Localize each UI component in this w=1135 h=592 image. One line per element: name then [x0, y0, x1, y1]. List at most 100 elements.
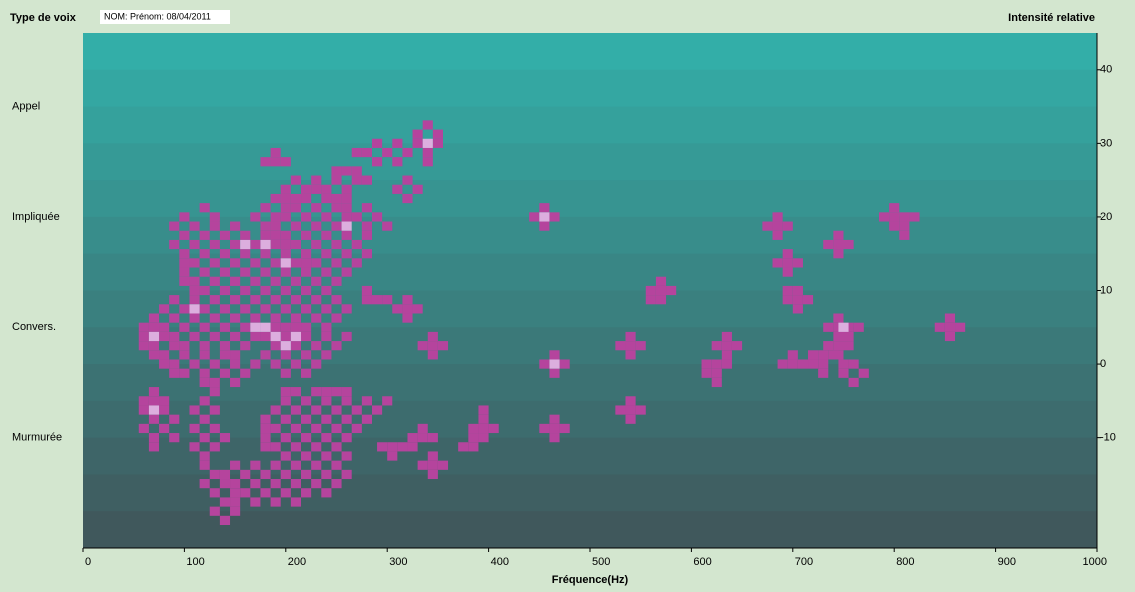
cell [301, 322, 312, 332]
cell [240, 469, 251, 480]
cell [169, 359, 180, 369]
cell [301, 249, 312, 259]
cell [818, 359, 829, 369]
cell [311, 405, 322, 415]
cell [321, 396, 332, 406]
cell [189, 221, 200, 231]
x-tick-label: 500 [592, 556, 610, 568]
cell [179, 368, 190, 378]
cell [159, 423, 170, 434]
cell [179, 249, 190, 259]
cell [270, 295, 281, 305]
cell [331, 313, 342, 323]
cell [280, 368, 291, 378]
cell [371, 295, 383, 305]
cell [301, 212, 312, 222]
cell [280, 331, 291, 342]
cell [549, 368, 560, 378]
cell [341, 249, 352, 259]
cell [199, 249, 210, 259]
cell [209, 212, 220, 222]
cell [189, 405, 200, 415]
cell [321, 331, 332, 342]
cell [280, 322, 291, 332]
chart-subtitle: NOM: Prénom: 08/04/2011 [104, 11, 211, 21]
cell [301, 414, 312, 424]
cell [240, 488, 251, 498]
cell [843, 341, 854, 351]
cell [169, 331, 180, 342]
cell [808, 359, 819, 369]
cell [427, 451, 438, 461]
cell [529, 212, 540, 222]
voice-type-label: Appel [12, 100, 40, 112]
cell [240, 304, 251, 314]
cell [260, 322, 271, 332]
voice-type-label: Impliquée [12, 211, 60, 223]
cell [311, 295, 322, 305]
cell [230, 377, 241, 388]
cell [392, 138, 403, 148]
cell [833, 313, 844, 323]
cell [250, 313, 261, 323]
cell [392, 184, 403, 194]
cell [270, 497, 281, 507]
cell [209, 221, 220, 231]
cell [833, 230, 844, 240]
cell [270, 341, 281, 351]
cell [290, 276, 302, 286]
cell [402, 313, 413, 323]
cell [270, 239, 281, 250]
cell [240, 249, 251, 259]
cell [397, 442, 408, 452]
x-tick-label: 200 [288, 556, 306, 568]
cell [230, 239, 241, 250]
cell [290, 295, 302, 305]
y-tick-label: 30 [1100, 137, 1112, 149]
cell [331, 295, 342, 305]
cell [701, 368, 712, 378]
cell [361, 285, 372, 296]
cell [219, 322, 231, 332]
cell [539, 212, 550, 222]
cell [159, 350, 170, 360]
cell [899, 212, 910, 222]
cell [280, 387, 291, 397]
cell [260, 433, 271, 443]
cell [427, 469, 438, 480]
cell [219, 497, 231, 507]
cell [899, 221, 910, 231]
cell [361, 396, 372, 406]
cell [250, 239, 261, 250]
cell [250, 331, 261, 342]
cell [331, 221, 342, 231]
cell [782, 285, 793, 296]
cell [721, 331, 732, 342]
cell [321, 451, 332, 461]
cell [280, 203, 291, 213]
background-band [83, 511, 1097, 549]
cell [179, 276, 190, 286]
cell [209, 442, 220, 452]
cell [148, 433, 160, 443]
cell [341, 184, 352, 194]
cell [792, 304, 803, 314]
cell [701, 359, 712, 369]
cell [301, 184, 312, 194]
x-tick-label: 600 [693, 556, 711, 568]
cell [833, 341, 844, 351]
y-tick-label: 10 [1100, 284, 1112, 296]
x-tick-label: 400 [491, 556, 509, 568]
cell [169, 433, 180, 443]
cell [148, 405, 160, 415]
cell [209, 506, 220, 516]
cell [219, 267, 231, 277]
cell [199, 368, 210, 378]
x-tick-label: 1000 [1083, 556, 1107, 568]
cell [311, 442, 322, 452]
cell [361, 249, 372, 259]
cell [787, 350, 798, 360]
cell [711, 359, 722, 369]
